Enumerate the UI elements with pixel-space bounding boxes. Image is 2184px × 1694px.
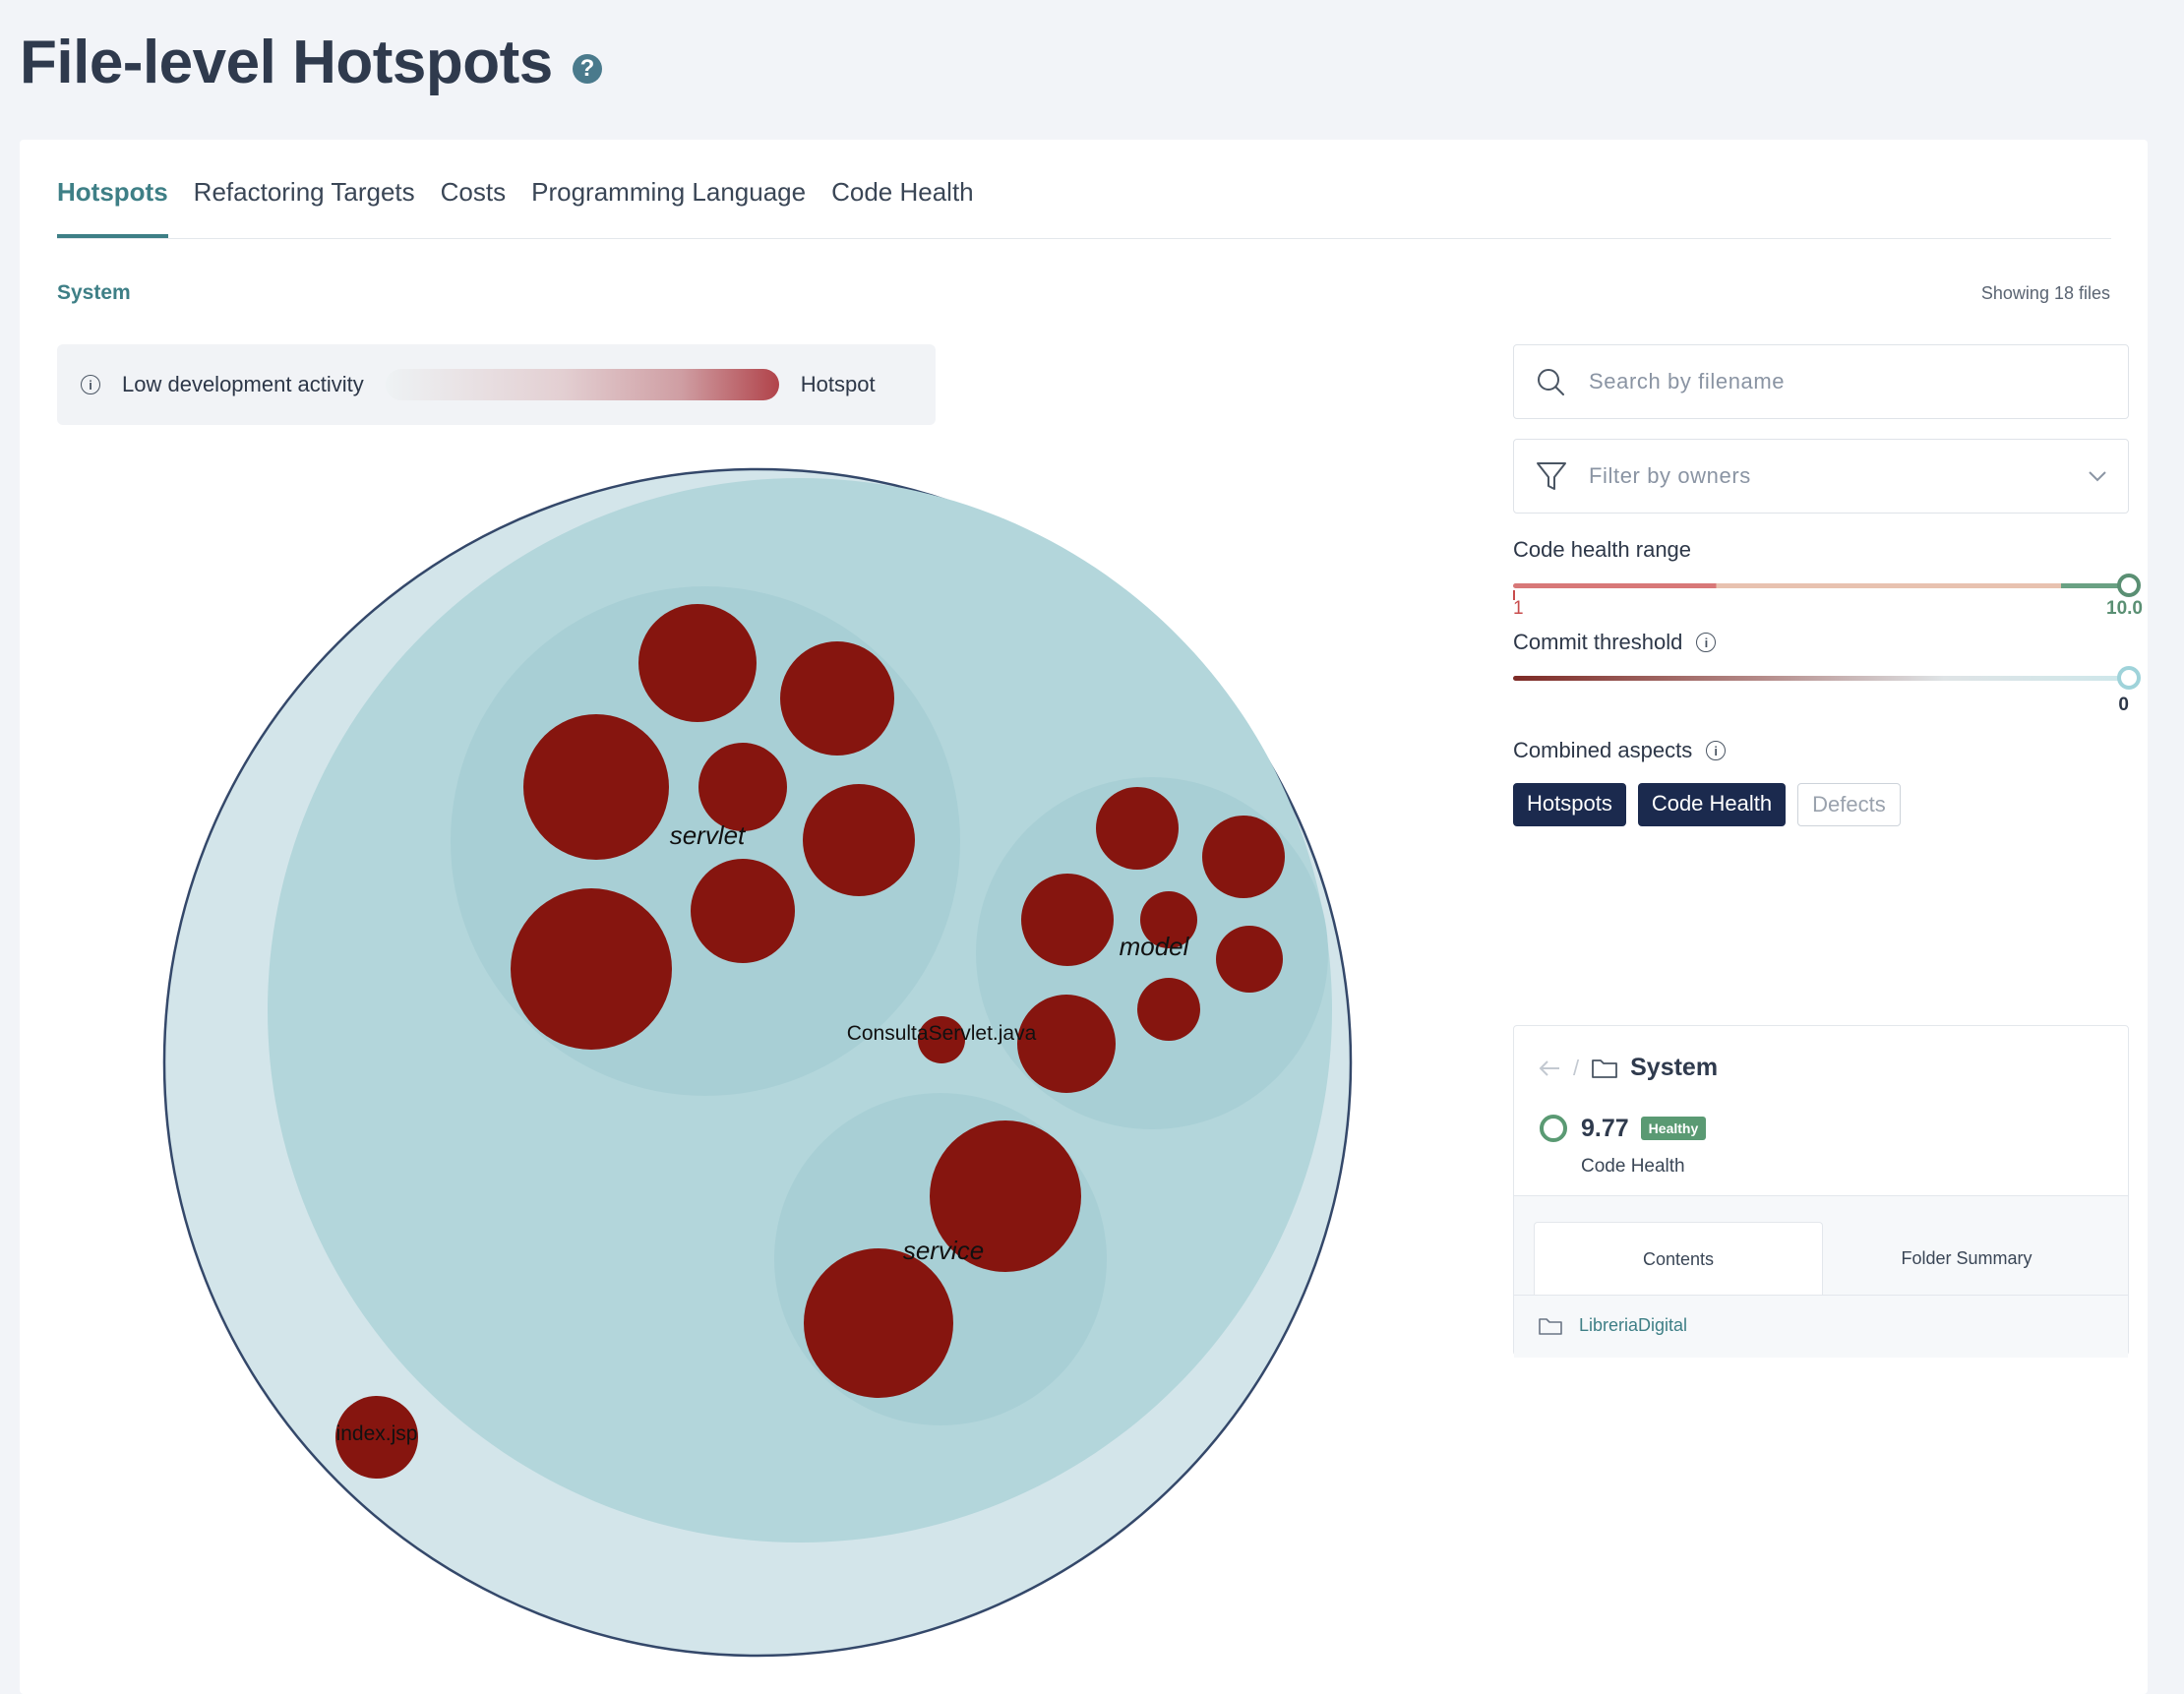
path-separator: / (1573, 1055, 1580, 1080)
index-jsp-bubble[interactable] (335, 1396, 418, 1479)
folder-icon (1539, 1317, 1562, 1335)
file-bubble[interactable] (698, 743, 787, 831)
tab-bar: Hotspots Refactoring Targets Costs Progr… (57, 140, 2111, 239)
index-jsp-label: index.jsp (336, 1422, 418, 1445)
file-bubble[interactable] (1096, 787, 1179, 870)
code-health-min-value: 1 (1513, 598, 1524, 619)
folder-panel: / System 9.77 Healthy Code Health Conten… (1513, 1025, 2129, 1358)
arrow-left-icon[interactable] (1538, 1059, 1561, 1078)
health-ring-icon (1540, 1115, 1567, 1142)
legend-gradient (385, 369, 779, 400)
info-icon[interactable]: i (1696, 633, 1717, 652)
tab-code-health[interactable]: Code Health (831, 177, 974, 207)
filter-icon (1537, 462, 1566, 490)
commit-threshold-row: Commit threshold i (1513, 630, 2129, 655)
list-item[interactable]: LibreriaDigital (1514, 1295, 2128, 1356)
code-health-max-value: 10.0 (2106, 598, 2143, 619)
aspect-code-health-chip[interactable]: Code Health (1637, 783, 1787, 826)
info-icon[interactable]: i (81, 375, 100, 394)
breadcrumb-system[interactable]: System (57, 281, 131, 304)
commit-threshold-label: Commit threshold (1513, 630, 1683, 654)
file-bubble[interactable] (1017, 995, 1116, 1093)
bubble-svg: servlet model service ConsultaServlet.ja… (162, 467, 1353, 1658)
folder-title: System (1630, 1054, 1719, 1081)
info-icon[interactable]: i (1706, 741, 1727, 760)
file-bubble[interactable] (930, 1120, 1081, 1272)
health-score-label: Code Health (1581, 1156, 1685, 1177)
file-bubble[interactable] (1140, 891, 1197, 948)
code-health-range-label: Code health range (1513, 537, 1692, 562)
combined-aspects-label: Combined aspects (1513, 738, 1693, 762)
owner-filter-placeholder: Filter by owners (1589, 463, 1751, 488)
servlet-label: servlet (670, 820, 747, 850)
owner-filter[interactable]: Filter by owners (1513, 439, 2129, 514)
file-bubble[interactable] (523, 714, 669, 860)
consulta-servlet-bubble[interactable] (918, 1016, 965, 1063)
commit-threshold-value: 0 (2118, 695, 2129, 715)
score-row: 9.77 Healthy (1538, 1113, 1707, 1144)
legend-high-label: Hotspot (800, 372, 876, 396)
folder-icon (1592, 1059, 1618, 1078)
consulta-servlet-label: ConsultaServlet.java (847, 1022, 1037, 1045)
search-box[interactable] (1513, 344, 2129, 419)
commit-threshold-knob[interactable] (2117, 666, 2141, 690)
code-health-max-knob[interactable] (2117, 574, 2141, 597)
tab-programming-language[interactable]: Programming Language (531, 177, 807, 207)
list-item-label: LibreriaDigital (1579, 1315, 1688, 1335)
search-input[interactable] (1587, 368, 2043, 395)
commit-threshold-slider[interactable] (1513, 666, 2141, 690)
showing-count: Showing 18 files (1980, 283, 2110, 303)
commit-threshold: Commit threshold i 0 (1513, 630, 2141, 716)
page-title-text: File-level Hotspots (20, 29, 553, 96)
aspect-defects-chip[interactable]: Defects (1797, 783, 1901, 826)
health-score: 9.77 (1581, 1114, 1629, 1142)
chevron-down-icon (2089, 471, 2106, 482)
file-bubble[interactable] (1216, 926, 1283, 993)
search-icon (1538, 369, 1564, 395)
tab-folder-summary[interactable]: Folder Summary (1901, 1247, 2032, 1268)
side-panel: Filter by owners Code health range 1 10.… (1513, 344, 2143, 1358)
file-bubble[interactable] (780, 641, 894, 756)
aspect-hotspots-chip[interactable]: Hotspots (1513, 783, 1626, 826)
legend-low-label: Low development activity (122, 372, 364, 396)
page-title: File-level Hotspots ? (20, 28, 602, 97)
file-bubble[interactable] (1137, 978, 1200, 1041)
file-bubble[interactable] (1021, 874, 1114, 966)
tab-refactoring-targets[interactable]: Refactoring Targets (193, 177, 415, 207)
legend: i Low development activity Hotspot (57, 344, 936, 425)
combined-aspects: Combined aspects i Hotspots Code Health … (1513, 738, 2129, 826)
file-bubble[interactable] (803, 784, 915, 896)
model-label: model (1120, 932, 1190, 961)
tab-contents[interactable]: Contents (1534, 1222, 1823, 1297)
tab-costs[interactable]: Costs (440, 177, 507, 207)
file-bubble[interactable] (691, 859, 795, 963)
file-bubble[interactable] (1202, 816, 1285, 898)
panel-sub-area: Contents Folder Summary LibreriaDigital (1514, 1195, 2128, 1358)
file-bubble[interactable] (638, 604, 757, 722)
hotspot-bubble-chart: servlet model service ConsultaServlet.ja… (148, 453, 1367, 1672)
help-icon[interactable]: ? (572, 53, 602, 84)
file-bubble[interactable] (804, 1248, 953, 1398)
service-label: service (903, 1236, 984, 1265)
folder-header: / System (1538, 1054, 1718, 1082)
health-badge: Healthy (1640, 1117, 1707, 1140)
file-bubble[interactable] (511, 888, 672, 1050)
combined-aspects-row: Combined aspects i (1513, 738, 2129, 763)
tab-hotspots[interactable]: Hotspots (57, 140, 168, 238)
code-health-slider[interactable] (1513, 574, 2141, 600)
code-health-range: Code health range 1 10.0 (1513, 537, 2143, 620)
